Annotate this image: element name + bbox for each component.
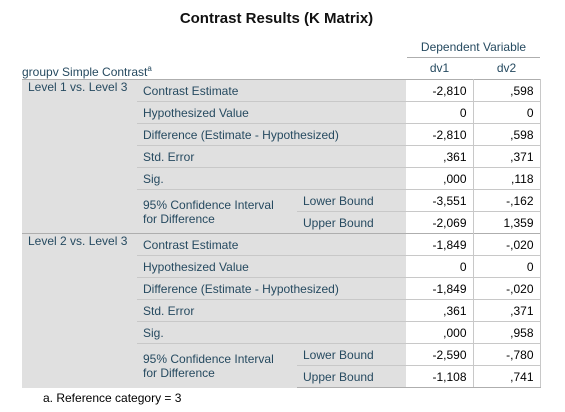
footnote-marker: a — [147, 64, 152, 73]
cell-dv1: -2,590 — [406, 343, 474, 366]
table-row: Std. Error ,361 ,371 — [22, 299, 541, 322]
statistic-label: Sig. — [137, 167, 406, 190]
confidence-interval-label: 95% Confidence Interval for Difference — [137, 343, 297, 388]
bound-label: Lower Bound — [297, 343, 406, 366]
table-row: Upper Bound -1,108 ,741 — [22, 365, 541, 388]
statistic-label: Hypothesized Value — [137, 255, 406, 278]
bound-label: Lower Bound — [297, 189, 406, 212]
cell-dv1: -3,551 — [406, 189, 474, 212]
cell-dv2: 1,359 — [473, 211, 541, 234]
table-title: Contrast Results (K Matrix) — [179, 10, 374, 27]
cell-dv2: ,598 — [473, 123, 541, 146]
statistic-label: Difference (Estimate - Hypothesized) — [137, 277, 406, 300]
statistic-label: Std. Error — [137, 145, 406, 168]
table-row: Hypothesized Value 0 0 — [22, 101, 541, 124]
confidence-interval-label: 95% Confidence Interval for Difference — [137, 189, 297, 234]
statistic-label: Difference (Estimate - Hypothesized) — [137, 123, 406, 146]
table-row: Level 2 vs. Level 3 Contrast Estimate -1… — [22, 233, 541, 388]
statistic-label: Hypothesized Value — [137, 101, 406, 124]
cell-dv1: -1,849 — [406, 233, 474, 256]
cell-dv1: -2,810 — [406, 79, 474, 102]
cell-dv2: ,598 — [473, 79, 541, 102]
statistic-label: Contrast Estimate — [137, 79, 406, 102]
table-row: Hypothesized Value 0 0 — [22, 255, 541, 278]
cell-dv2: -,780 — [473, 343, 541, 366]
table-row: 95% Confidence Interval for Difference L… — [22, 189, 541, 234]
contrast-results-table: Level 1 vs. Level 3 Contrast Estimate -2… — [22, 79, 541, 388]
cell-dv2: ,741 — [473, 365, 541, 388]
cell-dv1: 0 — [406, 101, 474, 124]
cell-dv2: ,118 — [473, 167, 541, 190]
cell-dv2: -,020 — [473, 233, 541, 256]
table-row: Difference (Estimate - Hypothesized) -1,… — [22, 277, 541, 300]
cell-dv1: -1,849 — [406, 277, 474, 300]
table-row: Difference (Estimate - Hypothesized) -2,… — [22, 123, 541, 146]
table-row: Sig. ,000 ,118 — [22, 167, 541, 190]
table-row: 95% Confidence Interval for Difference L… — [22, 343, 541, 388]
cell-dv1: 0 — [406, 255, 474, 278]
cell-dv1: ,361 — [406, 299, 474, 322]
statistic-label: Std. Error — [137, 299, 406, 322]
bound-label: Upper Bound — [297, 365, 406, 388]
statistic-label: Sig. — [137, 321, 406, 344]
cell-dv1: -2,810 — [406, 123, 474, 146]
header-divider — [407, 57, 540, 58]
bound-label: Upper Bound — [297, 211, 406, 234]
statistic-label: Contrast Estimate — [137, 233, 406, 256]
cell-dv2: ,958 — [473, 321, 541, 344]
cell-dv1: ,000 — [406, 321, 474, 344]
column-header-dv2: dv2 — [496, 61, 517, 75]
group-label: Level 2 vs. Level 3 — [22, 233, 137, 388]
cell-dv2: -,162 — [473, 189, 541, 212]
row-dimension-label: groupv Simple Contrasta — [22, 64, 152, 79]
footnote: a. Reference category = 3 — [43, 391, 182, 405]
cell-dv1: ,000 — [406, 167, 474, 190]
cell-dv2: 0 — [473, 255, 541, 278]
table-row: Upper Bound -2,069 1,359 — [22, 211, 541, 234]
column-header-dv1: dv1 — [429, 61, 450, 75]
cell-dv1: ,361 — [406, 145, 474, 168]
table-row: Sig. ,000 ,958 — [22, 321, 541, 344]
cell-dv1: -2,069 — [406, 211, 474, 234]
table-row: Std. Error ,361 ,371 — [22, 145, 541, 168]
cell-dv1: -1,108 — [406, 365, 474, 388]
cell-dv2: -,020 — [473, 277, 541, 300]
group-label: Level 1 vs. Level 3 — [22, 79, 137, 234]
row-dimension-text: groupv Simple Contrast — [22, 65, 148, 79]
cell-dv2: ,371 — [473, 299, 541, 322]
dependent-variable-header: Dependent Variable — [420, 40, 527, 54]
table-row: Level 1 vs. Level 3 Contrast Estimate -2… — [22, 79, 541, 234]
cell-dv2: 0 — [473, 101, 541, 124]
cell-dv2: ,371 — [473, 145, 541, 168]
